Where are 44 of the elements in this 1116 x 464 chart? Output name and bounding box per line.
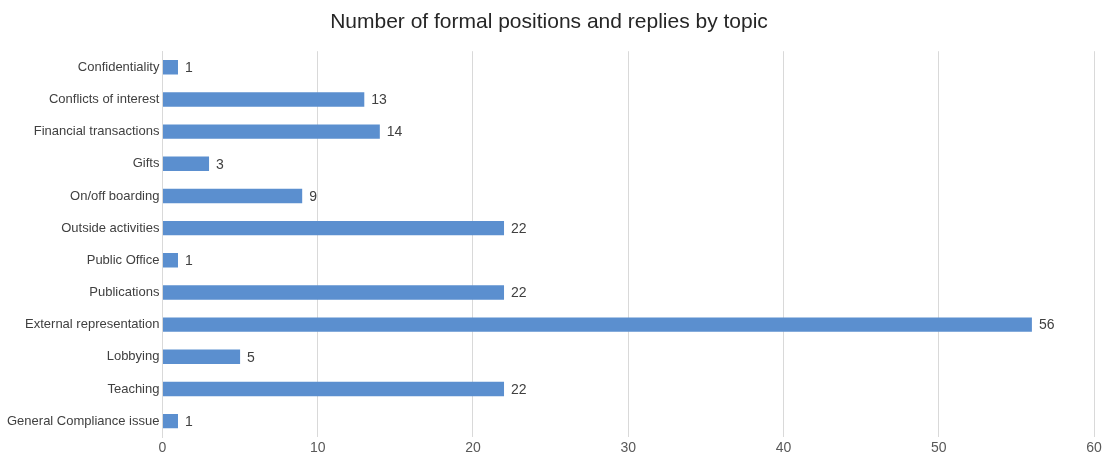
y-tick-label: Lobbying xyxy=(106,348,160,364)
y-tick-label: Outside activities xyxy=(61,219,160,235)
x-tick-label: 60 xyxy=(1086,439,1102,456)
data-label: 22 xyxy=(511,284,527,301)
data-label: 13 xyxy=(371,91,388,108)
bar xyxy=(162,156,210,172)
y-tick-label: On/off boarding xyxy=(70,187,160,203)
bar xyxy=(162,220,505,236)
data-label: 9 xyxy=(309,187,318,204)
y-tick-label: Conflicts of interest xyxy=(48,91,160,107)
y-tick-label: Gifts xyxy=(132,155,160,171)
data-label: 56 xyxy=(1038,316,1055,333)
x-tick-label: 40 xyxy=(775,439,792,456)
bar xyxy=(162,92,365,107)
x-tick-label: 50 xyxy=(930,439,947,456)
bar xyxy=(162,253,178,268)
data-label: 22 xyxy=(511,380,527,397)
y-tick-label: Confidentiality xyxy=(77,58,160,74)
data-label: 5 xyxy=(247,348,256,365)
bar xyxy=(162,317,1032,332)
x-tick-label: 20 xyxy=(465,439,481,456)
chart-title: Number of formal positions and replies by topic xyxy=(330,9,768,33)
data-label: 1 xyxy=(184,59,193,76)
bar xyxy=(162,188,303,204)
data-label: 14 xyxy=(386,123,403,140)
y-tick-label: External representation xyxy=(25,316,160,332)
bar xyxy=(162,124,380,139)
bar xyxy=(162,381,505,397)
data-label: 3 xyxy=(216,155,225,172)
y-tick-label: Teaching xyxy=(107,380,160,396)
y-tick-label: Publications xyxy=(89,284,160,300)
y-tick-label: Public Office xyxy=(86,251,160,267)
y-tick-label: General Compliance issue xyxy=(7,412,160,428)
data-label: 22 xyxy=(511,219,527,236)
data-label: 1 xyxy=(184,252,193,269)
bar xyxy=(162,413,178,429)
data-label: 1 xyxy=(184,412,193,429)
x-tick-label: 0 xyxy=(158,439,167,456)
bar xyxy=(162,60,178,75)
x-tick-label: 10 xyxy=(309,439,326,456)
bar xyxy=(162,285,505,300)
bar xyxy=(162,349,241,365)
x-tick-label: 30 xyxy=(620,439,637,456)
y-tick-label: Financial transactions xyxy=(33,123,160,139)
